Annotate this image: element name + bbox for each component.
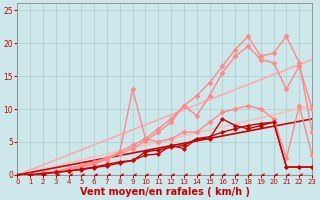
X-axis label: Vent moyen/en rafales ( km/h ): Vent moyen/en rafales ( km/h )	[80, 187, 250, 197]
